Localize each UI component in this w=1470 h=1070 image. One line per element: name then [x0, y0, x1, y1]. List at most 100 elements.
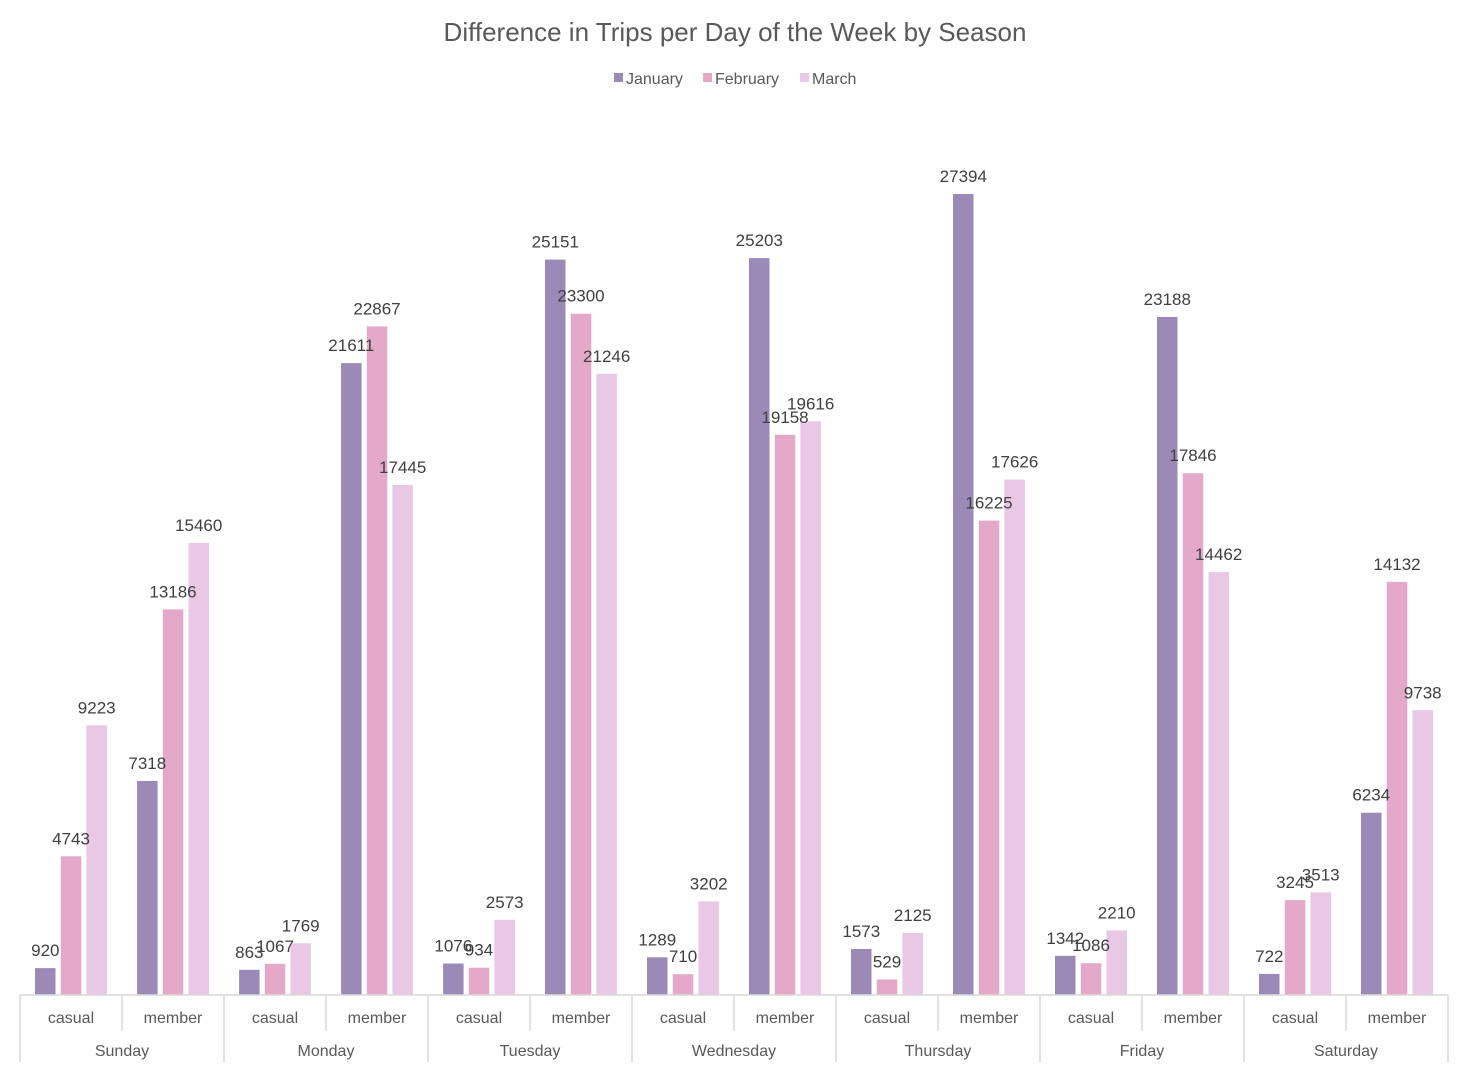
- bar-sunday-casual-march: [86, 725, 107, 995]
- subcategory-tick-label: member: [1164, 1010, 1223, 1027]
- data-label: 25151: [532, 233, 579, 252]
- group-tick-label-tuesday: Tuesday: [500, 1043, 561, 1060]
- bar-monday-member-march: [392, 484, 413, 995]
- subcategory-tick-label: member: [348, 1010, 407, 1027]
- data-label: 3513: [1302, 865, 1340, 884]
- data-label: 17626: [991, 453, 1038, 472]
- bar-friday-casual-january: [1055, 955, 1076, 995]
- subcategory-tick-label: member: [144, 1010, 203, 1027]
- group-tick-label-wednesday: Wednesday: [692, 1043, 776, 1060]
- bar-saturday-casual-february: [1284, 900, 1306, 995]
- legend-label-january: January: [626, 71, 683, 88]
- data-label: 1086: [1072, 936, 1110, 955]
- data-label: 722: [1255, 947, 1283, 966]
- group-tick-label-monday: Monday: [298, 1043, 355, 1060]
- data-label: 1076: [434, 937, 472, 956]
- data-label: 1067: [256, 937, 294, 956]
- subcategory-tick-label: casual: [660, 1010, 706, 1027]
- bar-sunday-casual-january: [35, 968, 56, 995]
- subcategory-tick-label: casual: [456, 1010, 502, 1027]
- group-tick-label-friday: Friday: [1120, 1043, 1164, 1060]
- data-label: 21611: [328, 336, 374, 355]
- bar-monday-casual-february: [264, 963, 286, 995]
- bar-tuesday-casual-february: [468, 967, 490, 995]
- data-label: 4743: [52, 829, 90, 848]
- subcategory-tick-label: casual: [1068, 1010, 1114, 1027]
- data-label: 2210: [1098, 903, 1136, 922]
- bar-saturday-member-february: [1386, 581, 1408, 995]
- legend-label-february: February: [715, 71, 779, 88]
- data-label: 9738: [1404, 683, 1442, 702]
- bar-monday-member-january: [341, 363, 362, 996]
- bar-tuesday-member-march: [596, 373, 617, 995]
- bar-wednesday-casual-march: [698, 901, 719, 995]
- data-label: 1573: [842, 922, 880, 941]
- bar-tuesday-casual-march: [494, 919, 515, 995]
- bar-friday-member-january: [1157, 317, 1178, 995]
- legend-swatch-february: [703, 73, 712, 82]
- bar-wednesday-casual-february: [672, 974, 694, 995]
- data-label: 19616: [787, 394, 834, 413]
- chart-title: Difference in Trips per Day of the Week …: [444, 17, 1027, 47]
- bar-friday-member-march: [1208, 572, 1229, 995]
- data-label: 23188: [1144, 290, 1191, 309]
- data-label: 22867: [353, 299, 400, 318]
- bar-monday-member-february: [366, 326, 388, 995]
- data-label: 9223: [78, 698, 116, 717]
- bar-tuesday-member-february: [570, 313, 592, 995]
- bar-thursday-casual-february: [876, 979, 898, 995]
- data-label: 934: [465, 941, 493, 960]
- bar-saturday-member-january: [1361, 812, 1382, 995]
- data-label: 17445: [379, 458, 426, 477]
- data-label: 21246: [583, 347, 630, 366]
- subcategory-tick-label: member: [1368, 1010, 1427, 1027]
- data-label: 19158: [761, 408, 808, 427]
- data-label: 7318: [128, 754, 166, 773]
- legend: January February March: [614, 71, 856, 88]
- bar-friday-casual-february: [1080, 963, 1102, 995]
- legend-swatch-march: [800, 73, 809, 82]
- subcategory-tick-label: casual: [252, 1010, 298, 1027]
- data-label: 23300: [557, 287, 604, 306]
- data-label: 17846: [1169, 446, 1216, 465]
- data-label: 1769: [282, 916, 320, 935]
- data-label: 2573: [486, 893, 524, 912]
- data-label: 529: [873, 953, 901, 972]
- bar-sunday-member-january: [137, 781, 158, 995]
- bar-monday-casual-january: [239, 969, 260, 995]
- bar-thursday-casual-march: [902, 932, 923, 995]
- bar-saturday-member-march: [1412, 710, 1433, 995]
- bar-friday-casual-march: [1106, 930, 1127, 995]
- data-label: 13186: [149, 582, 196, 601]
- subcategory-tick-label: member: [552, 1010, 611, 1027]
- data-label: 863: [235, 943, 263, 962]
- bar-thursday-member-march: [1004, 479, 1025, 996]
- group-tick-label-saturday: Saturday: [1314, 1043, 1378, 1060]
- data-label: 15460: [175, 516, 222, 535]
- bar-wednesday-member-march: [800, 421, 821, 995]
- bar-thursday-casual-january: [851, 949, 872, 995]
- data-label: 710: [669, 947, 697, 966]
- bar-monday-casual-march: [290, 943, 311, 995]
- bar-tuesday-member-january: [545, 259, 566, 996]
- bar-wednesday-member-january: [749, 258, 770, 996]
- data-label: 3245: [1276, 873, 1314, 892]
- bar-friday-member-february: [1182, 473, 1204, 995]
- data-label: 6234: [1352, 786, 1390, 805]
- data-label: 1342: [1046, 929, 1084, 948]
- subcategory-tick-label: member: [756, 1010, 815, 1027]
- bar-saturday-casual-march: [1310, 892, 1331, 995]
- data-label: 920: [31, 941, 59, 960]
- data-label: 1289: [638, 930, 676, 949]
- data-label: 14462: [1195, 545, 1242, 564]
- bar-sunday-member-march: [188, 542, 209, 995]
- bar-sunday-casual-february: [60, 856, 82, 995]
- bars-layer: [35, 194, 1433, 996]
- group-tick-label-thursday: Thursday: [905, 1043, 972, 1060]
- bar-wednesday-member-february: [774, 434, 796, 995]
- bar-thursday-member-february: [978, 520, 1000, 995]
- bar-sunday-member-february: [162, 609, 184, 995]
